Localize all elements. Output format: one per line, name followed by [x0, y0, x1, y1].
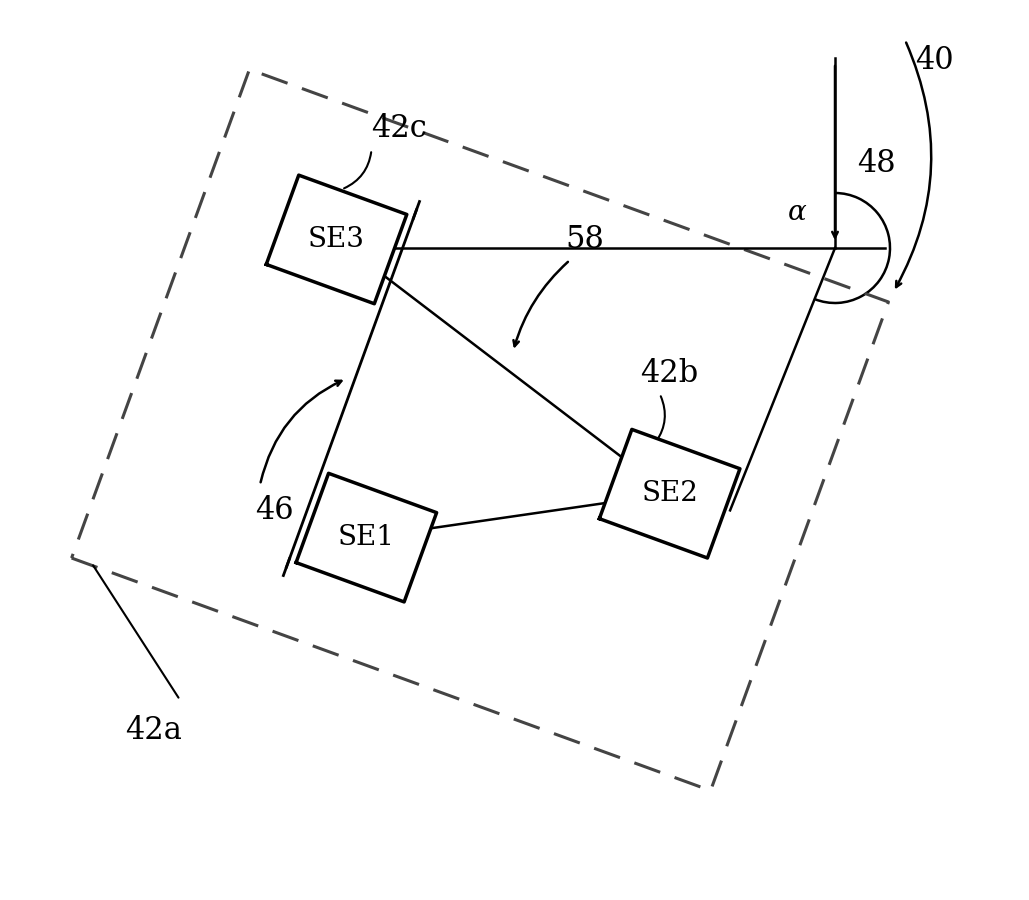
Text: SE2: SE2 — [641, 481, 698, 508]
Text: SE3: SE3 — [308, 226, 365, 253]
Text: 58: 58 — [565, 224, 604, 255]
Text: 48: 48 — [857, 148, 895, 178]
Polygon shape — [599, 429, 740, 558]
Text: SE1: SE1 — [338, 524, 395, 551]
Polygon shape — [267, 176, 406, 303]
Text: 42b: 42b — [640, 357, 698, 389]
Text: α: α — [787, 199, 807, 226]
Text: 40: 40 — [915, 45, 954, 76]
Polygon shape — [296, 473, 436, 602]
Text: 42c: 42c — [371, 113, 427, 144]
Text: 42a: 42a — [125, 715, 182, 746]
Text: 46: 46 — [255, 495, 293, 526]
